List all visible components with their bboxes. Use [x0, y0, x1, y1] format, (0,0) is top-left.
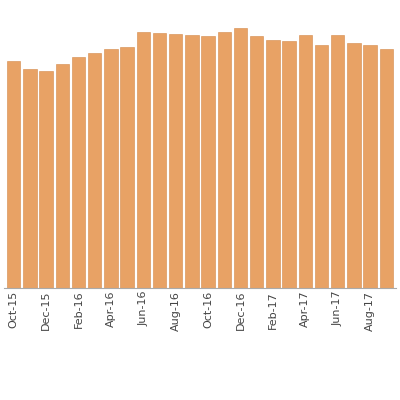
- Bar: [169, 34, 182, 288]
- Bar: [315, 45, 328, 288]
- Bar: [56, 64, 69, 288]
- Bar: [347, 43, 360, 288]
- Bar: [380, 49, 393, 288]
- Bar: [282, 40, 296, 288]
- Bar: [120, 47, 134, 288]
- Bar: [137, 32, 150, 288]
- Bar: [7, 61, 20, 288]
- Bar: [202, 36, 215, 288]
- Bar: [266, 40, 280, 288]
- Bar: [250, 36, 263, 288]
- Bar: [331, 35, 344, 288]
- Bar: [153, 33, 166, 288]
- Bar: [299, 35, 312, 288]
- Bar: [40, 71, 53, 288]
- Bar: [72, 57, 85, 288]
- Bar: [218, 32, 231, 288]
- Bar: [23, 69, 36, 288]
- Bar: [104, 49, 118, 288]
- Bar: [234, 28, 247, 288]
- Bar: [185, 35, 198, 288]
- Bar: [364, 45, 377, 288]
- Bar: [88, 53, 101, 288]
